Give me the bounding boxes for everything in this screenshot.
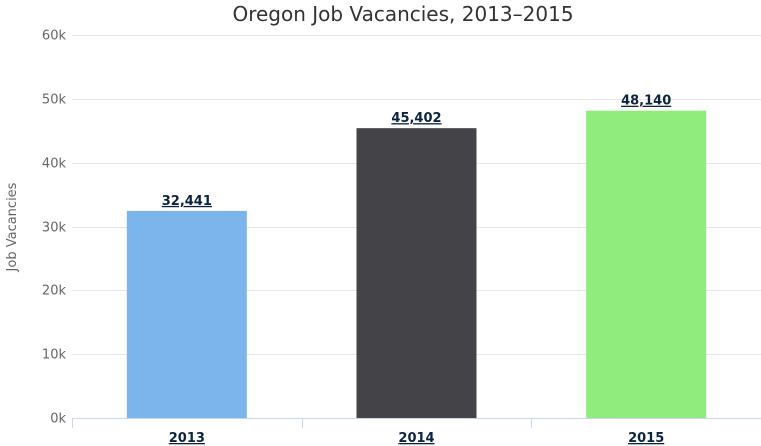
- bar-2014[interactable]: [356, 128, 477, 418]
- data-label-2013: 32,441: [162, 194, 212, 209]
- y-tick-label: 20k: [42, 284, 67, 299]
- chart-title: Oregon Job Vacancies, 2013–2015: [232, 2, 573, 26]
- y-tick-label: 40k: [42, 157, 67, 172]
- data-label-2015: 48,140: [621, 94, 671, 109]
- y-axis-ticks: 0k 10k 20k 30k 40k 50k 60k: [42, 29, 67, 427]
- x-tick-label-2014[interactable]: 2014: [398, 431, 434, 446]
- bar-2015[interactable]: [586, 110, 707, 419]
- data-labels: 32,441 45,402 48,140: [162, 94, 672, 209]
- data-label-2014: 45,402: [391, 111, 441, 126]
- x-axis-ticks: 2013 2014 2015: [169, 431, 665, 446]
- bar-2013[interactable]: [126, 210, 247, 418]
- y-tick-label: 60k: [42, 29, 67, 44]
- y-tick-label: 0k: [50, 412, 66, 427]
- y-tick-label: 10k: [42, 348, 67, 363]
- x-tick-label-2013[interactable]: 2013: [169, 431, 205, 446]
- bars: [126, 110, 707, 419]
- y-axis-label: Job Vacancies: [5, 182, 20, 272]
- y-tick-label: 30k: [42, 221, 67, 236]
- x-tick-label-2015[interactable]: 2015: [628, 431, 664, 446]
- y-tick-label: 50k: [42, 93, 67, 108]
- x-axis: [72, 418, 761, 428]
